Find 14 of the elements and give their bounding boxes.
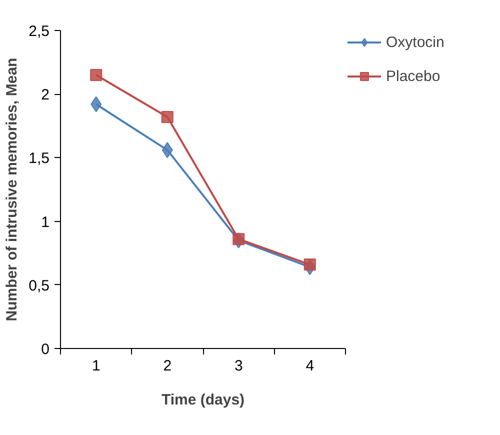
legend-label: Placebo <box>386 68 440 84</box>
x-tick-label: 4 <box>306 358 314 374</box>
x-tick-label: 1 <box>92 358 100 374</box>
y-tick-label: 1,5 <box>28 150 50 168</box>
y-tick-label: 0,5 <box>28 277 50 294</box>
y-tick-label: 2,5 <box>28 23 50 40</box>
x-tick-label: 3 <box>234 358 243 374</box>
y-axis-title: Number of intrusive memories, Mean <box>4 58 21 322</box>
y-tick-label: 0 <box>41 341 50 358</box>
legend-label: Oxytocin <box>386 34 444 50</box>
x-tick-label: 2 <box>163 358 172 374</box>
y-tick-label: 2 <box>41 86 50 104</box>
x-axis-title: Time (days) <box>161 392 245 408</box>
y-tick-label: 1 <box>41 214 50 231</box>
